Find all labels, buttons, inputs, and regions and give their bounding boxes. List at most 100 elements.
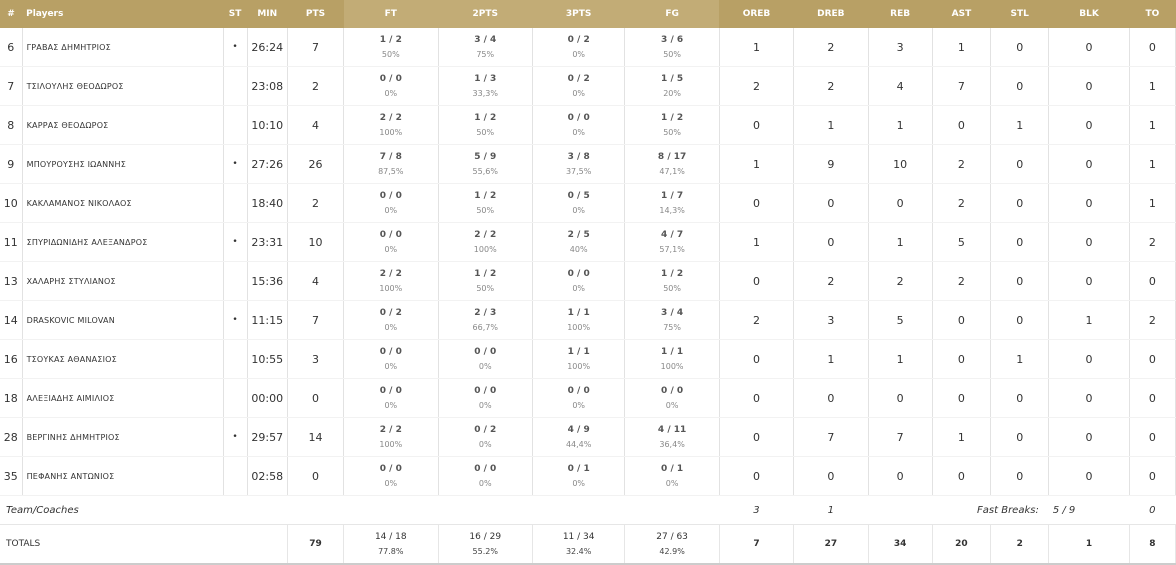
player-name[interactable]: ΤΣΟΥΚΑΣ ΑΘΑΝΑΣΙΟΣ: [22, 339, 224, 379]
ft-made-attempted: 2 / 2: [379, 112, 402, 123]
starter-marker: •: [223, 28, 248, 67]
fg-made-attempted: 4 / 7: [661, 229, 684, 240]
header-reb[interactable]: REB: [868, 0, 933, 28]
fg-cell: 3 / 4 75%: [624, 300, 720, 340]
blk: 0: [1048, 456, 1130, 496]
3pts-percentage: 0%: [572, 478, 586, 488]
header-fg[interactable]: FG: [624, 0, 720, 28]
header-ft[interactable]: FT: [343, 0, 439, 28]
2pts-percentage: 0%: [478, 439, 492, 449]
3pts-made-attempted: 1 / 1: [567, 346, 590, 357]
starter-marker: [223, 66, 248, 106]
2pts-made-attempted: 1 / 2: [474, 268, 497, 279]
points: 14: [287, 417, 345, 457]
3pts-made-attempted: 0 / 0: [567, 268, 590, 279]
player-row: 9 ΜΠΟΥΡΟΥΣΗΣ ΙΩΑΝΝΗΣ • 27:26 26 7 / 8 87,5% 5 /…: [0, 144, 1176, 184]
jersey: 9: [0, 144, 23, 184]
ft-cell: 0 / 0 0%: [343, 339, 439, 379]
fg-cell: 1 / 2 50%: [624, 105, 720, 145]
reb: 1: [868, 222, 933, 262]
ft-percentage: 0%: [384, 478, 398, 488]
blk: 0: [1048, 28, 1130, 67]
player-name[interactable]: ΣΠΥΡΙΔΩΝΙΔΗΣ ΑΛΕΞΑΝΔΡΟΣ: [22, 222, 224, 262]
2pts-percentage: 50%: [476, 127, 495, 137]
2pts-made-attempted: 1 / 2: [474, 190, 497, 201]
ast: 1: [932, 417, 992, 457]
starter-marker: [223, 339, 248, 379]
player-name[interactable]: ΒΕΡΓΙΝΗΣ ΔΗΜΗΤΡΙΟΣ: [22, 417, 224, 457]
points: 4: [287, 261, 345, 301]
fg-percentage: 57,1%: [659, 244, 685, 254]
totals-2pts-made: 16 / 29: [469, 531, 502, 542]
player-name[interactable]: ΠΕΦΑΝΗΣ ΑΝΤΩΝΙΟΣ: [22, 456, 224, 496]
fg-percentage: 75%: [663, 322, 681, 332]
header-oreb[interactable]: OREB: [719, 0, 794, 28]
3pts-made-attempted: 0 / 1: [567, 463, 590, 474]
2pts-cell: 2 / 2 100%: [438, 222, 533, 262]
to: 1: [1129, 66, 1176, 106]
ft-cell: 2 / 2 100%: [343, 261, 439, 301]
header-ast[interactable]: AST: [932, 0, 991, 28]
dreb: 1: [793, 105, 869, 145]
to: 0: [1129, 261, 1176, 301]
jersey: 28: [0, 417, 23, 457]
header-3pts[interactable]: 3PTS: [532, 0, 625, 28]
3pts-cell: 0 / 0 0%: [532, 261, 626, 301]
header-to[interactable]: TO: [1129, 0, 1176, 28]
header-2pts[interactable]: 2PTS: [438, 0, 533, 28]
reb: 1: [868, 339, 933, 379]
team-dreb: 1: [793, 495, 868, 525]
fg-cell: 4 / 11 36,4%: [624, 417, 720, 457]
reb: 3: [868, 28, 933, 67]
player-name[interactable]: ΚΑΚΛΑΜΑΝΟΣ ΝΙΚΟΛΑΟΣ: [22, 183, 224, 223]
to: 1: [1129, 105, 1176, 145]
points: 0: [287, 378, 345, 418]
reb: 7: [868, 417, 933, 457]
minutes: 11:15: [247, 300, 288, 340]
fast-breaks-value: 5 / 9: [1048, 495, 1130, 525]
2pts-percentage: 0%: [478, 400, 492, 410]
2pts-percentage: 0%: [478, 361, 492, 371]
header-st[interactable]: ST: [223, 0, 248, 28]
player-name[interactable]: ΧΑΛΑΡΗΣ ΣΤΥΛΙΑΝΟΣ: [22, 261, 224, 301]
ft-percentage: 87,5%: [378, 166, 404, 176]
oreb: 1: [719, 144, 795, 184]
player-name[interactable]: ΤΣΙΛΟΥΛΗΣ ΘΕΟΔΩΡΟΣ: [22, 66, 224, 106]
header-min[interactable]: MIN: [247, 0, 288, 28]
team-coaches-label: Team/Coaches: [0, 495, 720, 525]
player-name[interactable]: ΑΛΕΞΙΑΔΗΣ ΑΙΜΙΛΙΟΣ: [22, 378, 224, 418]
to: 0: [1129, 456, 1176, 496]
header-players[interactable]: Players: [22, 0, 224, 28]
blk: 0: [1048, 339, 1130, 379]
player-name[interactable]: ΚΑΡΡΑΣ ΘΕΟΔΩΡΟΣ: [22, 105, 224, 145]
reb: 1: [868, 105, 933, 145]
header-blk[interactable]: BLK: [1048, 0, 1130, 28]
header-pts[interactable]: PTS: [287, 0, 344, 28]
2pts-made-attempted: 0 / 0: [474, 346, 497, 357]
fg-cell: 0 / 1 0%: [624, 456, 720, 496]
dreb: 7: [793, 417, 869, 457]
dreb: 0: [793, 378, 869, 418]
fg-cell: 1 / 7 14,3%: [624, 183, 720, 223]
oreb: 0: [719, 378, 795, 418]
totals-2pts: 16 / 29 55.2%: [438, 524, 533, 565]
points: 7: [287, 28, 345, 67]
to: 0: [1129, 339, 1176, 379]
blk: 0: [1048, 105, 1130, 145]
header-dreb[interactable]: DREB: [793, 0, 868, 28]
3pts-percentage: 0%: [572, 88, 586, 98]
jersey: 35: [0, 456, 23, 496]
player-row: 35 ΠΕΦΑΝΗΣ ΑΝΤΩΝΙΟΣ 02:58 0 0 / 0 0% 0 / 0 0% 0 …: [0, 456, 1176, 496]
player-name[interactable]: ΜΠΟΥΡΟΥΣΗΣ ΙΩΑΝΝΗΣ: [22, 144, 224, 184]
header-jersey[interactable]: #: [0, 0, 23, 28]
3pts-percentage: 0%: [572, 49, 586, 59]
player-name[interactable]: DRASKOVIC MILOVAN: [22, 300, 224, 340]
3pts-percentage: 0%: [572, 127, 586, 137]
fg-percentage: 14,3%: [659, 205, 685, 215]
jersey: 7: [0, 66, 23, 106]
3pts-made-attempted: 1 / 1: [567, 307, 590, 318]
player-name[interactable]: ΓΡΑΒΑΣ ΔΗΜΗΤΡΙΟΣ: [22, 28, 224, 67]
to: 1: [1129, 144, 1176, 184]
reb: 0: [868, 378, 933, 418]
header-stl[interactable]: STL: [990, 0, 1049, 28]
